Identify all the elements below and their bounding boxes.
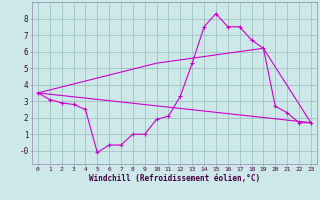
X-axis label: Windchill (Refroidissement éolien,°C): Windchill (Refroidissement éolien,°C): [89, 174, 260, 183]
